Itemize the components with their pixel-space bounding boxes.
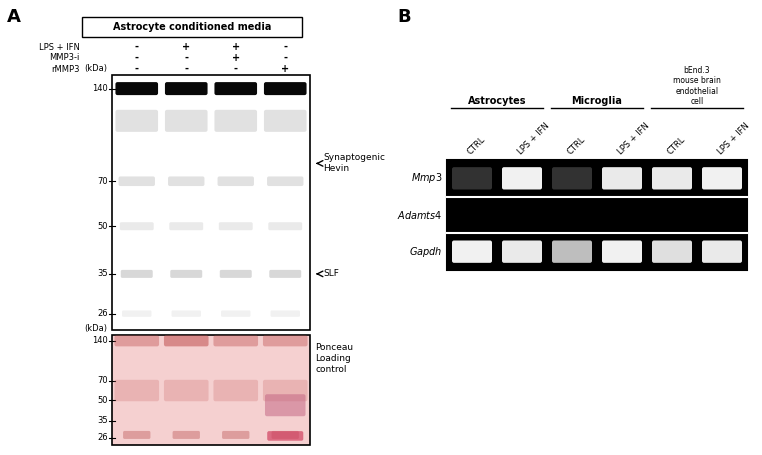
FancyBboxPatch shape [652, 241, 692, 263]
Text: -: - [184, 53, 188, 63]
FancyBboxPatch shape [165, 110, 207, 132]
FancyBboxPatch shape [264, 110, 306, 132]
Text: LPS + IFN: LPS + IFN [39, 42, 80, 51]
Text: -: - [135, 42, 139, 52]
FancyBboxPatch shape [171, 310, 201, 317]
FancyBboxPatch shape [120, 222, 154, 230]
FancyBboxPatch shape [267, 177, 303, 186]
Text: -: - [184, 64, 188, 74]
Text: 26: 26 [98, 309, 108, 318]
Text: CTRL: CTRL [666, 135, 687, 156]
Text: 50: 50 [98, 222, 108, 231]
Text: (kDa): (kDa) [84, 64, 107, 73]
Text: Astrocyte conditioned media: Astrocyte conditioned media [113, 22, 271, 32]
FancyBboxPatch shape [164, 380, 209, 401]
Text: 26: 26 [98, 434, 108, 442]
FancyBboxPatch shape [452, 241, 492, 263]
Text: $\it{Gapdh}$: $\it{Gapdh}$ [408, 245, 442, 258]
Text: 35: 35 [98, 269, 108, 278]
FancyBboxPatch shape [122, 310, 152, 317]
Text: Synaptogenic
Hevin: Synaptogenic Hevin [323, 153, 385, 173]
FancyBboxPatch shape [271, 431, 299, 439]
Text: 35: 35 [98, 416, 108, 425]
FancyBboxPatch shape [267, 431, 303, 441]
FancyBboxPatch shape [452, 167, 492, 189]
Text: LPS + IFN: LPS + IFN [616, 121, 651, 156]
FancyBboxPatch shape [268, 222, 303, 230]
FancyBboxPatch shape [219, 222, 253, 230]
Text: +: + [182, 42, 190, 52]
FancyBboxPatch shape [265, 394, 306, 416]
FancyBboxPatch shape [702, 167, 742, 189]
Text: Microglia: Microglia [572, 96, 623, 106]
FancyBboxPatch shape [263, 380, 308, 401]
Text: (kDa): (kDa) [84, 324, 107, 333]
FancyBboxPatch shape [222, 431, 249, 439]
Text: $\it{Adamts4}$: $\it{Adamts4}$ [397, 209, 442, 221]
FancyBboxPatch shape [120, 270, 152, 278]
Text: -: - [234, 64, 238, 74]
Text: -: - [135, 53, 139, 63]
FancyBboxPatch shape [652, 167, 692, 189]
FancyBboxPatch shape [214, 110, 257, 132]
Text: 140: 140 [92, 336, 108, 345]
Text: -: - [283, 42, 287, 52]
FancyBboxPatch shape [170, 270, 202, 278]
FancyBboxPatch shape [602, 241, 642, 263]
Text: 70: 70 [98, 177, 108, 186]
FancyBboxPatch shape [602, 167, 642, 189]
Text: 50: 50 [98, 396, 108, 405]
FancyBboxPatch shape [116, 110, 158, 132]
FancyBboxPatch shape [119, 177, 155, 186]
FancyBboxPatch shape [221, 310, 251, 317]
Bar [112, 335, 310, 445]
FancyBboxPatch shape [172, 431, 200, 439]
Text: 140: 140 [92, 84, 108, 93]
FancyBboxPatch shape [271, 310, 300, 317]
Text: MMP3-i: MMP3-i [50, 54, 80, 62]
FancyBboxPatch shape [213, 380, 258, 401]
Text: +: + [281, 64, 290, 74]
Text: +: + [232, 42, 240, 52]
Text: CTRL: CTRL [565, 135, 587, 156]
Text: +: + [232, 53, 240, 63]
Text: $\it{Mmp3}$: $\it{Mmp3}$ [411, 172, 442, 185]
FancyBboxPatch shape [169, 222, 203, 230]
FancyBboxPatch shape [116, 82, 158, 95]
FancyBboxPatch shape [269, 270, 301, 278]
FancyBboxPatch shape [165, 82, 207, 95]
FancyBboxPatch shape [502, 241, 542, 263]
FancyBboxPatch shape [168, 177, 204, 186]
Bar [82, 17, 302, 37]
FancyBboxPatch shape [123, 431, 150, 439]
Bar [112, 75, 310, 330]
Text: Astrocytes: Astrocytes [468, 96, 527, 106]
FancyBboxPatch shape [217, 177, 254, 186]
FancyBboxPatch shape [502, 167, 542, 189]
FancyBboxPatch shape [552, 167, 592, 189]
Text: Ponceau
Loading
control: Ponceau Loading control [315, 343, 353, 374]
FancyBboxPatch shape [552, 241, 592, 263]
FancyBboxPatch shape [264, 82, 306, 95]
Text: rMMP3: rMMP3 [52, 65, 80, 74]
Text: LPS + IFN: LPS + IFN [716, 121, 751, 156]
Text: A: A [7, 8, 21, 26]
FancyBboxPatch shape [219, 270, 251, 278]
FancyBboxPatch shape [214, 82, 257, 95]
Text: -: - [283, 53, 287, 63]
Text: -: - [135, 64, 139, 74]
FancyBboxPatch shape [702, 241, 742, 263]
Bar [447, 160, 747, 270]
FancyBboxPatch shape [213, 335, 258, 346]
Text: bEnd.3
mouse brain
endothelial
cell: bEnd.3 mouse brain endothelial cell [673, 66, 721, 106]
Text: 70: 70 [98, 376, 108, 385]
Text: B: B [397, 8, 411, 26]
FancyBboxPatch shape [114, 335, 159, 346]
FancyBboxPatch shape [263, 335, 308, 346]
Text: CTRL: CTRL [466, 135, 487, 156]
Text: SLF: SLF [323, 269, 339, 278]
FancyBboxPatch shape [114, 380, 159, 401]
FancyBboxPatch shape [164, 335, 209, 346]
Text: LPS + IFN: LPS + IFN [516, 121, 551, 156]
